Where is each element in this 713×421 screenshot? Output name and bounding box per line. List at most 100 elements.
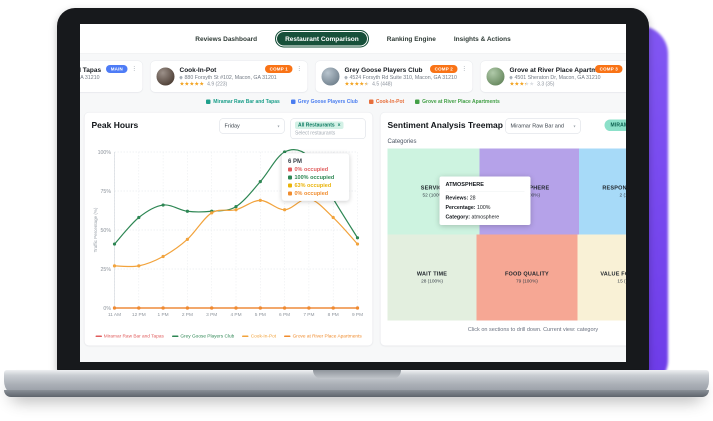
treemap-header: Sentiment Analysis Treemap <box>388 119 627 131</box>
dashboard: Reviews Dashboard Restaurant Comparison … <box>80 24 626 362</box>
treemap-tooltip: ATMOSPHERE Reviews: 28 Percentage: 100% … <box>439 176 531 225</box>
chip-close-icon[interactable]: × <box>337 122 341 129</box>
svg-text:3 PM: 3 PM <box>206 312 217 318</box>
multiselect-placeholder: Select restaurants <box>295 130 336 137</box>
location-pin-icon <box>343 75 349 80</box>
restaurant-avatar <box>156 67 175 86</box>
tooltip-row: 0% occupied <box>288 191 343 197</box>
restaurant-card-grey-goose[interactable]: Grey Goose Players Club 4524 Forsyth Rd … <box>315 60 473 93</box>
restaurant-name: Grey Goose Players Club <box>344 66 423 74</box>
restaurant-address: 880 Forsyth St #102, Macon, GA 31201 <box>178 75 277 81</box>
tab-reviews-dashboard[interactable]: Reviews Dashboard <box>195 34 258 43</box>
chart-tooltip: 6 PM 0% occupied 100% occupied 63% occupie… <box>281 153 350 201</box>
svg-text:11 AM: 11 AM <box>108 312 121 318</box>
tab-insights-actions[interactable]: Insights & Actions <box>453 34 511 43</box>
sentiment-treemap-panel: Sentiment Analysis Treemap Miramar Raw B… <box>380 112 626 346</box>
peak-hours-header: Peak Hours Friday ▾ All Restaurants × <box>92 118 366 139</box>
tooltip-title: 6 PM <box>288 157 303 165</box>
restaurant-rating: ★★★★★★★★★★ 4.5 (448) <box>344 81 393 87</box>
kebab-menu-icon[interactable]: ⋮ <box>461 64 468 73</box>
svg-text:7 PM: 7 PM <box>303 312 314 318</box>
svg-text:9 PM: 9 PM <box>352 312 363 318</box>
svg-text:5 PM: 5 PM <box>255 312 266 318</box>
svg-text:0%: 0% <box>103 306 111 312</box>
treemap-cell-food-quality[interactable]: FOOD QUALITY 79 (100%) <box>476 234 578 321</box>
star-rating-icon: ★★★★★★★★★★ <box>179 81 205 87</box>
laptop-base <box>4 370 709 397</box>
svg-text:12 PM: 12 PM <box>132 312 146 318</box>
chart-legend-item[interactable]: Grove at River Place Apartments <box>284 334 362 339</box>
panel-title: Sentiment Analysis Treemap <box>387 120 503 131</box>
location-pin-icon <box>508 75 514 80</box>
categories-label: Categories <box>387 137 417 145</box>
restaurant-card-miramar[interactable]: Miramar Raw Bar and Tapas Macon, GA 3121… <box>80 60 143 93</box>
restaurant-cards-row: Miramar Raw Bar and Tapas Macon, GA 3121… <box>80 60 626 93</box>
svg-text:1 PM: 1 PM <box>158 312 169 318</box>
legend-item: Grove at River Place Apartments <box>415 99 500 105</box>
tooltip-row: 0% occupied <box>288 167 343 173</box>
star-rating-icon: ★★★★★★★★★★ <box>344 81 370 87</box>
restaurant-avatar <box>321 67 340 86</box>
legend-item: Cook-In-Pot <box>368 99 404 105</box>
restaurant-address: 4524 Forsyth Rd Suite 310, Macon, GA 312… <box>343 75 457 81</box>
chart-legend-item[interactable]: Cook-In-Pot <box>242 334 276 339</box>
restaurant-rating: ★★★★★ ★★★★★ 4.9 (223) <box>179 81 228 87</box>
treemap-cell-value-for-money[interactable]: VALUE FOR MONEY15 (100%) <box>577 234 626 321</box>
location-pin-icon <box>178 75 184 80</box>
laptop-bezel: Reviews Dashboard Restaurant Comparison … <box>57 8 649 372</box>
restaurant-name: Cook-In-Pot <box>179 66 217 74</box>
peak-hours-panel: Peak Hours Friday ▾ All Restaurants × <box>84 112 373 346</box>
svg-text:75%: 75% <box>100 189 111 195</box>
tooltip-row: 63% occupied <box>288 183 343 189</box>
svg-text:50%: 50% <box>100 228 111 234</box>
treemap-cell-wait-time[interactable]: WAIT TIME 28 (100%) <box>387 234 477 321</box>
chart-legend-item[interactable]: Grey Goose Players Club <box>171 334 234 339</box>
tooltip-row: Reviews: 28 <box>445 195 476 201</box>
restaurant-select[interactable]: Miramar Raw Bar and ▾ <box>505 118 581 134</box>
restaurant-address: Macon, GA 31210 <box>80 75 101 81</box>
chart-legend: Miramar Raw Bar and Tapas Grey Goose Play… <box>92 334 366 339</box>
restaurant-avatar <box>486 67 505 86</box>
peak-hours-chart[interactable]: 0% 25% 50% 75% 100% 11 AM 12 PM 1 PM 2 PM 3 PM 4 P… <box>92 143 366 332</box>
kebab-menu-icon[interactable]: ⋮ <box>131 64 138 73</box>
legend-item: Miramar Raw Bar and Tapas <box>206 99 280 105</box>
tooltip-row: Category: atmosphere <box>445 214 500 220</box>
restaurants-legend: Miramar Raw Bar and Tapas Grey Goose Play… <box>80 99 626 105</box>
tab-restaurant-comparison[interactable]: Restaurant Comparison <box>275 29 369 48</box>
restaurant-rating: ★★★★★★★★★★ <box>80 82 101 88</box>
svg-text:6 PM: 6 PM <box>279 312 290 318</box>
restaurant-name: Miramar Raw Bar and Tapas <box>80 66 102 74</box>
restaurant-card-cook-in-pot[interactable]: Cook-In-Pot 880 Forsyth St #102, Macon, … <box>150 60 308 93</box>
restaurant-card-grove[interactable]: Grove at River Place Apartments 4501 She… <box>480 60 626 93</box>
star-rating-icon: ★★★★★★★★★★ <box>509 81 535 87</box>
chart-legend-item[interactable]: Miramar Raw Bar and Tapas <box>95 334 164 339</box>
svg-text:4 PM: 4 PM <box>230 312 241 318</box>
comp3-badge: COMP 3 <box>595 65 623 73</box>
panels-row: Peak Hours Friday ▾ All Restaurants × <box>84 112 626 346</box>
treemap-cell-responsiveness[interactable]: RESPONSIVENESS2 (100%) <box>578 148 626 235</box>
legend-item: Grey Goose Players Club <box>290 99 358 105</box>
tooltip-title: ATMOSPHERE <box>445 182 525 192</box>
svg-text:Traffic Percentage (%): Traffic Percentage (%) <box>93 207 98 252</box>
svg-text:100%: 100% <box>98 150 112 156</box>
restaurant-name: Grove at River Place Apartments <box>509 66 611 74</box>
all-restaurants-chip[interactable]: All Restaurants × <box>295 121 344 129</box>
chevron-down-icon: ▾ <box>277 123 280 129</box>
treemap-caption: Click on sections to drill down. Current… <box>467 326 599 333</box>
kebab-menu-icon[interactable]: ⋮ <box>296 64 303 73</box>
svg-text:25%: 25% <box>100 267 111 273</box>
restaurant-multiselect[interactable]: All Restaurants × Select restaurants <box>290 118 366 139</box>
restaurant-rating: ★★★★★★★★★★ 3.3 (35) <box>509 81 555 87</box>
svg-text:2 PM: 2 PM <box>182 312 193 318</box>
miramar-chip[interactable]: MIRAMAR RAW BAR AND TAPAS <box>604 119 626 131</box>
line-chart[interactable]: 0% 25% 50% 75% 100% 11 AM 12 PM 1 PM 2 PM 3 PM 4 P… <box>92 143 366 332</box>
chevron-down-icon: ▾ <box>573 123 576 129</box>
tooltip-row: Percentage: 100% <box>445 204 491 211</box>
tab-ranking-engine[interactable]: Ranking Engine <box>386 34 436 43</box>
laptop-screen: Reviews Dashboard Restaurant Comparison … <box>80 24 626 362</box>
day-select[interactable]: Friday ▾ <box>219 118 285 134</box>
main-badge: MAIN <box>106 65 128 73</box>
